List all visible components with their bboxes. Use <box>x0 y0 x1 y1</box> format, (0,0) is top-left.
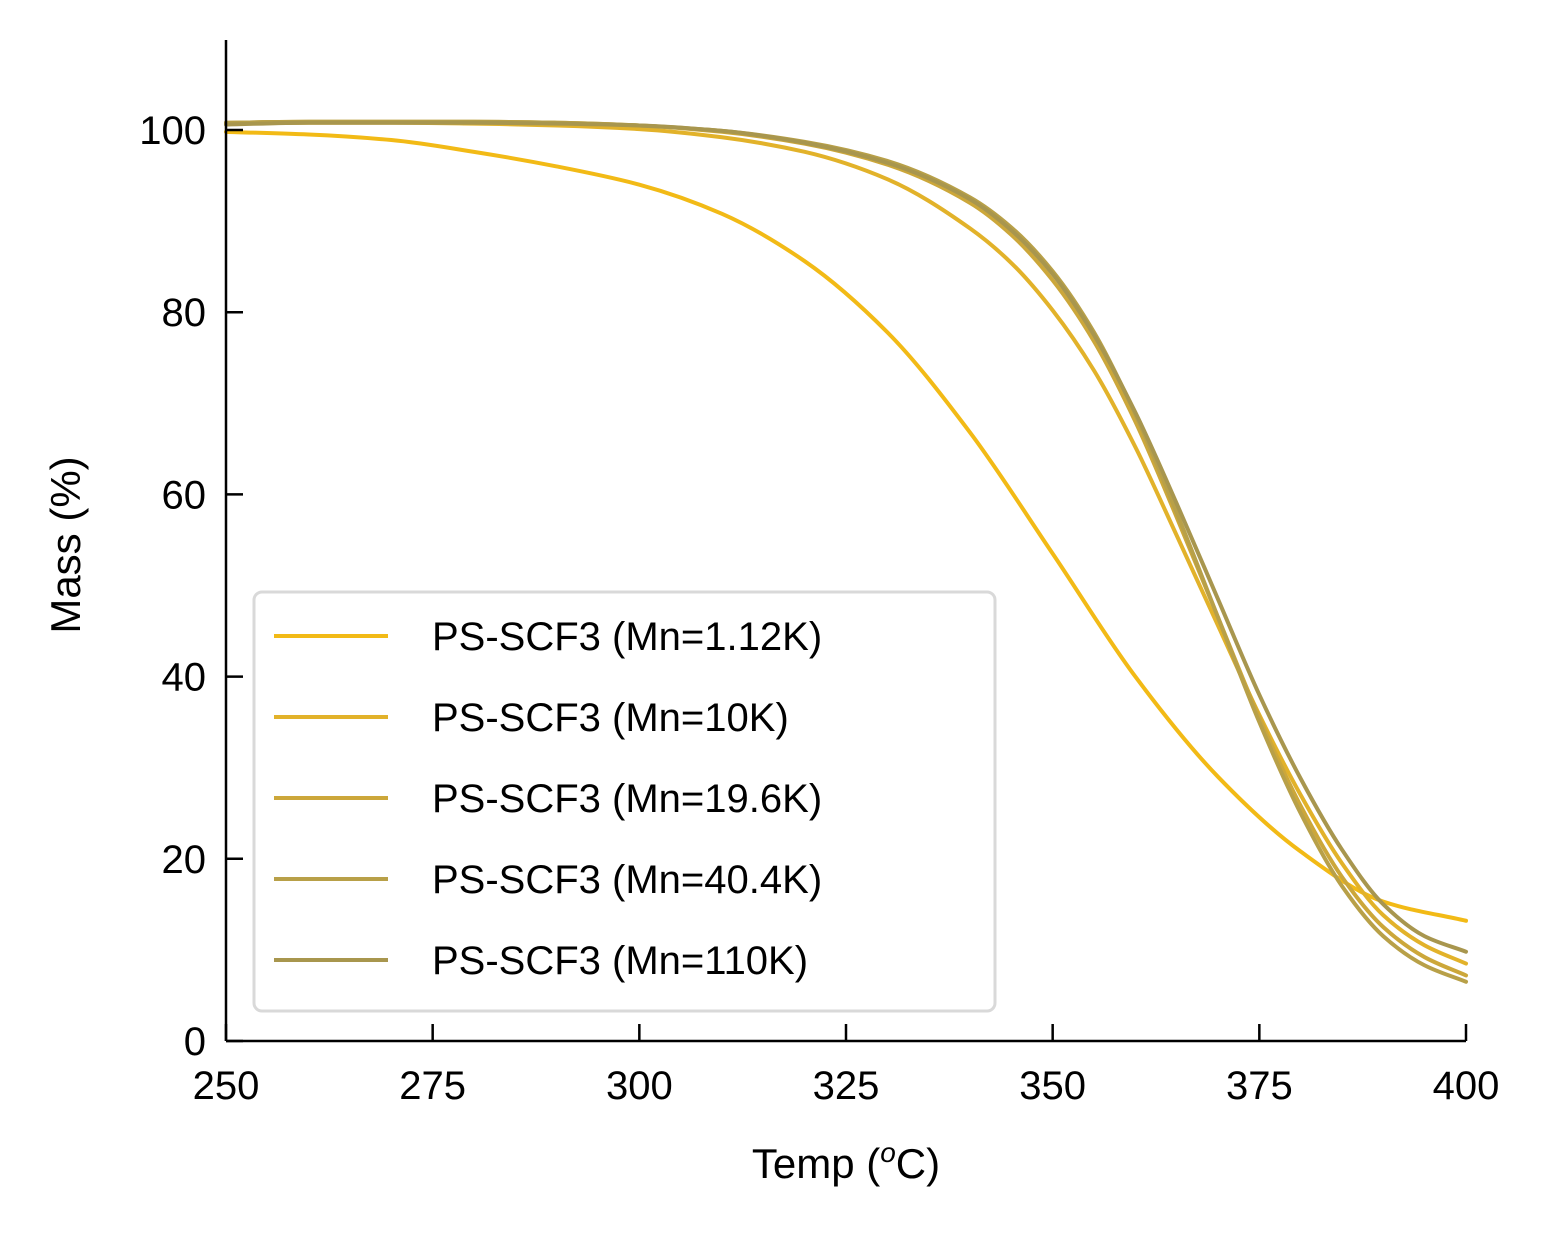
legend-label-4: PS-SCF3 (Mn=40.4K) <box>432 858 822 902</box>
legend-frame <box>252 590 997 1013</box>
y-tick-label-3: 40 <box>162 656 207 700</box>
x-axis-label-suffix: C) <box>896 1140 940 1187</box>
y-tick-label-5: 80 <box>162 291 207 335</box>
y-tick-label-1: 0 <box>184 1020 206 1064</box>
legend-label-5: PS-SCF3 (Mn=110K) <box>432 939 808 983</box>
x-tick-label-6: 375 <box>1226 1064 1293 1108</box>
x-ticks: 250 275 300 325 350 375 400 <box>193 1024 1500 1108</box>
legend: PS-SCF3 (Mn=1.12K) PS-SCF3 (Mn=10K) PS-SCF… <box>252 590 997 1013</box>
y-tick-label-4: 60 <box>162 473 207 517</box>
series-layer <box>224 119 1468 984</box>
x-tick-label-3: 300 <box>606 1064 673 1108</box>
series-line-1 <box>224 129 1468 923</box>
legend-label-1: PS-SCF3 (Mn=1.12K) <box>432 615 822 659</box>
x-tick-label-4: 325 <box>813 1064 880 1108</box>
x-tick-label-7: 400 <box>1433 1064 1500 1108</box>
x-axis-label-sup: o <box>880 1137 896 1168</box>
y-axis-label: Mass (%) <box>42 456 89 633</box>
y-tick-label-2: 20 <box>162 838 207 882</box>
legend-items: PS-SCF3 (Mn=1.12K) PS-SCF3 (Mn=10K) PS-SCF… <box>274 615 822 983</box>
y-tick-label-6: 100 <box>139 109 206 153</box>
series-line-5 <box>224 120 1468 954</box>
legend-label-2: PS-SCF3 (Mn=10K) <box>432 696 789 740</box>
y-ticks: 0 20 40 60 80 100 <box>139 109 243 1064</box>
x-axis-label-prefix: Temp ( <box>752 1140 880 1187</box>
x-tick-label-2: 275 <box>399 1064 466 1108</box>
legend-label-3: PS-SCF3 (Mn=19.6K) <box>432 777 822 821</box>
x-axis-label: Temp (oC) <box>752 1137 940 1187</box>
x-tick-label-5: 350 <box>1019 1064 1086 1108</box>
x-tick-label-1: 250 <box>193 1064 260 1108</box>
